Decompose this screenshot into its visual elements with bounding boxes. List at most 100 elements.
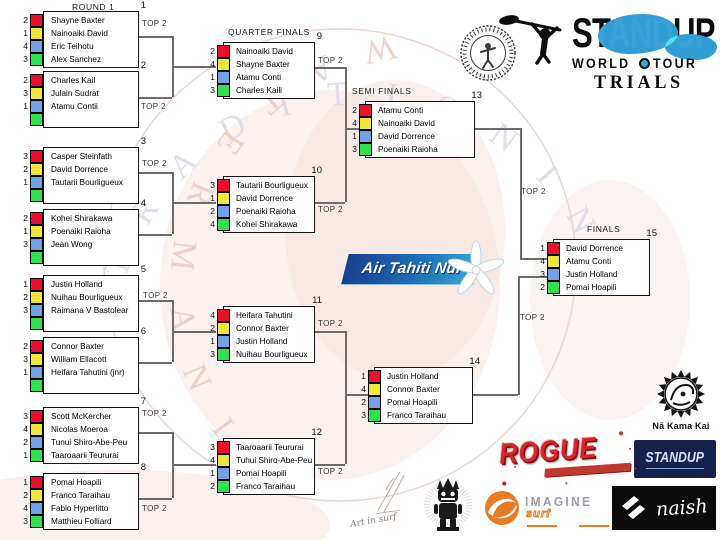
rank-number: 2 <box>23 164 28 174</box>
top2-label: TOP 2 <box>520 313 545 322</box>
top2-label: TOP 2 <box>318 467 343 476</box>
bracket-line <box>313 67 345 69</box>
bracket-line <box>138 498 172 500</box>
competitor-name: Nuihau Bourligueux <box>236 350 308 359</box>
rank-number: 2 <box>23 213 28 223</box>
lane-color-square <box>217 467 230 480</box>
competitor-row: 3 Casper Steinfath <box>23 150 138 163</box>
competitor-row: 4 Nicolas Moeroa <box>23 423 138 436</box>
competitor-name: Kohei Shirakawa <box>236 220 298 229</box>
heat-box-4: 4 2 Kohei Shirakawa 1 Poenaiki Raioha 3 Jean W… <box>23 198 146 266</box>
competitor-name: William Ellacott <box>51 355 107 364</box>
competitor-name: Poenaiki Raioha <box>378 145 438 154</box>
bracket-line <box>313 464 345 466</box>
competitor-row: 1 Justin Holland <box>210 335 314 348</box>
competitor-row: 4 Eric Teihotu <box>23 40 138 53</box>
competitor-row: 2 Connor Baxter <box>23 340 138 353</box>
rank-number: 1 <box>23 226 28 236</box>
rank-number: 2 <box>210 46 215 56</box>
rank-number: 2 <box>210 481 215 491</box>
competitor-row: 1 Taaroaarii Teururai <box>23 449 138 462</box>
lane-color-square <box>30 410 43 423</box>
quarterfinals-header: QUARTER FINALS <box>228 27 310 37</box>
rank-number: 1 <box>210 193 215 203</box>
rank-number: 3 <box>210 85 215 95</box>
competitor-row: 1 Nainoaiki David <box>23 27 138 40</box>
lane-color-square <box>30 27 43 40</box>
competitor-row: 1 Tautarii Bourligueux <box>23 176 138 189</box>
competitor-row: 3 Matthieu Folliard <box>23 515 138 528</box>
heat-number: 4 <box>140 198 146 209</box>
rank-number: 4 <box>210 310 215 320</box>
lane-color-square <box>30 53 43 66</box>
lane-color-square <box>217 192 230 205</box>
top2-label: TOP 2 <box>141 102 166 111</box>
rank-number: 3 <box>540 269 545 279</box>
heat-number: 7 <box>140 396 146 407</box>
competitor-name: Pomai Hoapili <box>236 469 287 478</box>
competitor-row: 3 Charles Kaili <box>210 84 314 97</box>
lane-color-square <box>30 40 43 53</box>
rank-number: 4 <box>210 59 215 69</box>
lane-color-square <box>368 409 381 422</box>
competitor-name: Tuhui Shiro-Abe-Peu <box>236 456 313 465</box>
rank-number: 4 <box>210 455 215 465</box>
bracket-line <box>518 277 520 395</box>
rank-number: 3 <box>23 151 28 161</box>
lane-color-square <box>30 163 43 176</box>
competitor-row: 2 Pomai Hoapili <box>540 281 649 294</box>
competitor-name: David Dorrence <box>51 165 108 174</box>
competitor-row: 1 Pomai Hoapili <box>23 476 138 489</box>
competitor-name: Justin Holland <box>566 270 618 279</box>
rank-number: 2 <box>23 341 28 351</box>
lane-color-square <box>217 480 230 493</box>
lane-color-square <box>217 218 230 231</box>
rank-number: 4 <box>23 503 28 513</box>
lane-color-square <box>217 84 230 97</box>
rank-number: 2 <box>361 397 366 407</box>
competitor-name: Poenaiki Raioha <box>51 227 111 236</box>
competitor-name: Nainoaiki David <box>51 29 108 38</box>
bracket-line <box>473 128 520 130</box>
competitor-row: 2 Pomai Hoapili <box>361 396 472 409</box>
competitor-name: Atamu Conti <box>236 73 282 82</box>
lane-color-square <box>359 104 372 117</box>
top2-label: TOP 2 <box>142 504 167 513</box>
lane-color-square <box>30 502 43 515</box>
competitor-name: David Dorrence <box>236 194 293 203</box>
competitor-name: Pomai Hoapili <box>566 283 617 292</box>
bracket-line <box>518 276 547 278</box>
competitor-row: 2 Franco Taraihau <box>23 489 138 502</box>
rank-number: 2 <box>210 206 215 216</box>
rank-number: 1 <box>361 371 366 381</box>
competitor-name: Tautarii Bourligueux <box>236 181 308 190</box>
heat-number: 2 <box>140 60 146 71</box>
rank-number: 4 <box>361 384 366 394</box>
competitor-row <box>30 189 138 202</box>
heat-box-9: 9 2 Nainoaiki David 4 Shayne Baxter 1 Atamu Co… <box>210 31 322 99</box>
semifinals-header: SEMI FINALS <box>352 86 412 96</box>
bracket-line <box>172 331 216 333</box>
top2-label: TOP 2 <box>521 187 546 196</box>
heat-box-15: 15 1 David Dorrence 4 Atamu Conti 3 Justin Hol… <box>540 228 657 296</box>
competitor-row: 1 Justin Holland <box>23 278 138 291</box>
competitor-row: 4 Heifara Tahutini <box>210 309 314 322</box>
rank-number: 2 <box>23 490 28 500</box>
rank-number: 2 <box>23 75 28 85</box>
competitor-name: Julain Sudrat <box>51 89 99 98</box>
heat-number: 1 <box>140 0 146 11</box>
rank-number: 3 <box>210 180 215 190</box>
competitor-name: Connor Baxter <box>51 342 104 351</box>
competitor-row: 3 William Ellacott <box>23 353 138 366</box>
competitor-name: Nuihau Bourligueux <box>51 293 123 302</box>
lane-color-square <box>359 143 372 156</box>
rank-number: 4 <box>23 424 28 434</box>
top2-label: TOP 2 <box>318 205 343 214</box>
bracket-line <box>471 394 518 396</box>
competitor-row: 1 Justin Holland <box>361 370 472 383</box>
lane-color-square <box>30 225 43 238</box>
heat-number: 8 <box>140 462 146 473</box>
competitor-row: 3 Raimana V Bastolear <box>23 304 138 317</box>
competitor-row: 3 Nuihau Bourligueux <box>210 348 314 361</box>
